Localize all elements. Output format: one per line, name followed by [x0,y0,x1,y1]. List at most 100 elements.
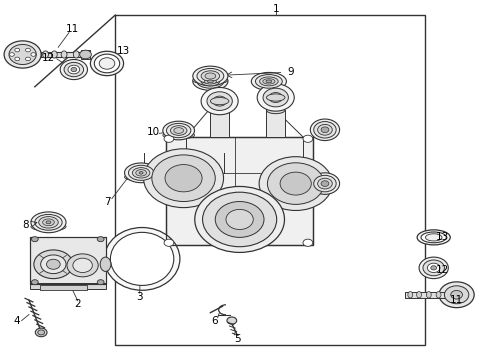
Circle shape [268,93,282,103]
Circle shape [38,330,44,335]
Circle shape [194,186,284,252]
Circle shape [80,50,91,59]
Ellipse shape [204,79,216,84]
Ellipse shape [266,94,285,101]
Circle shape [226,317,236,324]
Circle shape [25,57,30,61]
Circle shape [212,96,226,106]
Ellipse shape [207,80,213,83]
Circle shape [164,165,202,192]
Ellipse shape [61,51,67,58]
Circle shape [67,254,98,277]
Bar [115,15,424,345]
Circle shape [163,239,173,246]
Circle shape [427,263,439,273]
Ellipse shape [132,168,150,178]
Bar [30,283,105,289]
Ellipse shape [251,72,286,90]
Ellipse shape [170,126,186,135]
Circle shape [202,192,276,247]
Circle shape [430,266,436,270]
Circle shape [15,57,20,61]
Circle shape [35,328,47,337]
Ellipse shape [39,217,58,228]
Ellipse shape [136,170,146,176]
Ellipse shape [416,230,449,245]
Circle shape [422,260,444,276]
Ellipse shape [128,165,154,180]
Circle shape [31,53,36,56]
Text: 6: 6 [210,316,217,325]
Circle shape [259,157,331,211]
Circle shape [31,237,38,242]
Text: 10: 10 [146,127,160,136]
Bar [30,237,105,284]
Circle shape [64,62,83,77]
Circle shape [303,135,312,142]
Circle shape [215,202,264,237]
Ellipse shape [104,228,180,290]
Ellipse shape [192,66,227,86]
Bar [40,285,87,290]
Text: 9: 9 [287,67,294,77]
Circle shape [25,48,30,52]
Ellipse shape [124,163,158,183]
Ellipse shape [110,232,173,285]
Ellipse shape [99,58,115,69]
Ellipse shape [317,125,331,135]
Bar [30,237,105,284]
Text: 12: 12 [42,53,55,63]
Circle shape [46,259,60,269]
Circle shape [206,92,232,111]
Circle shape [73,258,92,273]
Text: 5: 5 [233,333,240,343]
Ellipse shape [94,54,120,73]
Circle shape [263,88,288,107]
Ellipse shape [313,175,335,192]
Bar [166,137,312,244]
Ellipse shape [192,72,227,90]
Text: 7: 7 [103,197,110,207]
Ellipse shape [139,172,143,174]
Ellipse shape [262,79,274,84]
Ellipse shape [31,222,66,231]
Text: 11: 11 [66,24,80,35]
Text: 1: 1 [272,4,279,14]
Circle shape [418,257,447,279]
Circle shape [97,280,104,285]
Ellipse shape [321,127,328,133]
Text: 8: 8 [22,220,29,230]
Ellipse shape [420,232,446,243]
Ellipse shape [266,107,285,114]
Text: 13: 13 [434,232,447,242]
Ellipse shape [73,51,79,58]
Ellipse shape [259,77,278,86]
Circle shape [71,67,77,72]
Ellipse shape [197,75,224,88]
Circle shape [4,41,41,68]
Ellipse shape [51,51,57,58]
Text: 12: 12 [434,265,447,275]
Circle shape [201,87,238,115]
Circle shape [450,291,462,299]
Ellipse shape [35,215,62,230]
Ellipse shape [425,234,441,241]
Ellipse shape [255,75,282,88]
Circle shape [444,286,468,304]
Text: 11: 11 [449,295,462,305]
Ellipse shape [90,51,123,76]
Circle shape [34,250,73,279]
Ellipse shape [173,128,183,134]
Circle shape [15,48,20,52]
Circle shape [280,172,311,195]
Ellipse shape [163,121,194,140]
Text: 4: 4 [14,316,20,325]
Circle shape [303,239,312,246]
Bar [166,137,312,244]
Ellipse shape [265,80,271,83]
Ellipse shape [42,219,54,226]
Ellipse shape [124,173,158,181]
Ellipse shape [426,292,430,298]
Circle shape [97,237,104,242]
Circle shape [9,53,14,56]
